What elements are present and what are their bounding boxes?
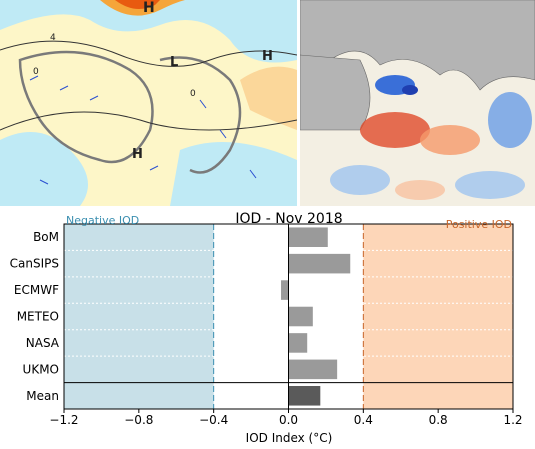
iod-bar-chart: BoM CanSIPS ECMWF METEO NASA UKMO Mean −1.2 −0.… <box>10 211 523 445</box>
x-tick-label: 0.4 <box>354 413 373 427</box>
category-label: ECMWF <box>14 283 59 297</box>
x-tick-label: 1.2 <box>503 413 522 427</box>
model-bar <box>288 227 328 247</box>
pressure-wind-map: H L H H 4 0 0 <box>0 0 297 206</box>
positive-iod-region <box>363 224 513 409</box>
sst-anomaly-map <box>300 0 535 206</box>
positive-iod-label: Positive IOD <box>446 218 512 231</box>
model-bar <box>281 280 289 300</box>
x-tick-label: 0.8 <box>429 413 448 427</box>
mean-bar <box>288 386 321 406</box>
x-tick-label: 0.0 <box>279 413 298 427</box>
category-label: UKMO <box>23 362 59 376</box>
contour-label: 0 <box>190 89 196 99</box>
chart-title: IOD - Nov 2018 <box>235 211 342 227</box>
category-label: Mean <box>26 389 59 403</box>
category-label: METEO <box>17 310 59 324</box>
x-tick-label: −1.2 <box>49 413 78 427</box>
category-label: CanSIPS <box>10 257 59 271</box>
contour-label: 0 <box>33 67 39 77</box>
x-axis-label: IOD Index (°C) <box>246 431 333 445</box>
pressure-low-label: L <box>170 55 178 70</box>
model-bar <box>288 359 338 380</box>
category-label: BoM <box>33 230 59 244</box>
pressure-high-label: H <box>262 49 273 64</box>
model-bar <box>288 253 351 274</box>
negative-iod-region <box>64 224 214 409</box>
contour-label: 4 <box>50 33 56 43</box>
x-tick-label: −0.4 <box>199 413 228 427</box>
pressure-high-label: H <box>132 147 143 162</box>
model-bar <box>288 306 313 327</box>
negative-iod-label: Negative IOD <box>66 214 139 227</box>
model-bar <box>288 333 308 353</box>
pressure-high-label: H <box>143 0 155 16</box>
x-tick-label: −0.8 <box>124 413 153 427</box>
category-label: NASA <box>26 336 60 350</box>
